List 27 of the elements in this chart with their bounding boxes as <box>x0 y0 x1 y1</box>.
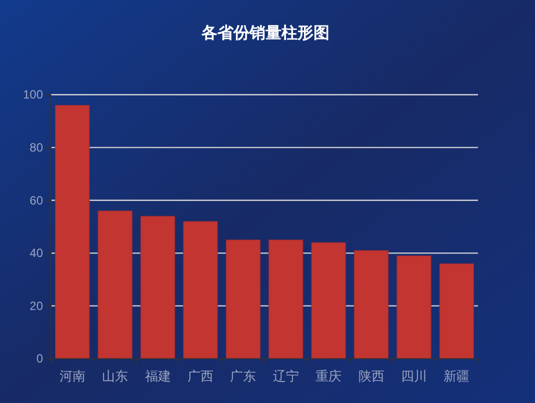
bar <box>54 104 90 359</box>
bar <box>311 242 346 359</box>
bar <box>140 216 176 359</box>
x-tick-label: 辽宁 <box>272 368 299 384</box>
bar <box>226 240 261 359</box>
y-tick-label: 40 <box>30 246 44 260</box>
x-tick-label: 广东 <box>230 368 256 384</box>
x-tick-label: 陕西 <box>358 368 384 384</box>
bar <box>354 250 389 359</box>
y-tick-label: 60 <box>30 193 44 208</box>
y-tick-label: 20 <box>30 298 44 313</box>
bar <box>268 240 304 359</box>
x-tick-label: 河南 <box>59 368 86 384</box>
x-tick-label: 福建 <box>144 368 171 384</box>
x-tick-label: 新疆 <box>444 368 470 384</box>
x-tick-label: 重庆 <box>316 368 342 384</box>
x-tick-label: 四川 <box>400 368 427 384</box>
y-tick-label: 100 <box>22 88 44 102</box>
x-tick-label: 山东 <box>102 368 128 384</box>
y-tick-label: 0 <box>36 352 44 366</box>
bar <box>183 221 218 359</box>
y-tick-label: 80 <box>30 140 44 154</box>
bar <box>439 263 474 359</box>
bar <box>396 255 432 359</box>
x-tick-label: 广西 <box>187 368 214 384</box>
chart-title: 各省份销量柱形图 <box>200 24 330 42</box>
bar <box>98 210 132 359</box>
